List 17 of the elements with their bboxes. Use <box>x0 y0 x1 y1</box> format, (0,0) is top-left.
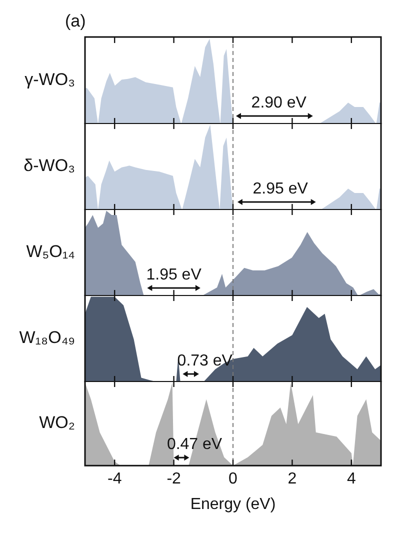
x-tick-label: 0 <box>228 470 238 488</box>
y-axis-title: W₅O₁₄ <box>26 242 76 262</box>
y-axis-title: WO₂ <box>39 412 75 432</box>
x-tick-label: -2 <box>166 470 182 488</box>
y-axis-title: δ-WO₃ <box>24 156 75 176</box>
x-axis-title: Energy (eV) <box>190 496 276 513</box>
y-axis-title: γ-WO₃ <box>24 70 75 90</box>
chart-title: (a) <box>65 12 86 31</box>
annotation: 2.90 eV <box>251 94 307 112</box>
annotation: 2.95 eV <box>252 180 308 198</box>
x-tick-label: 2 <box>288 470 297 488</box>
y-axis-title: W₁₈O₄₉ <box>19 328 75 348</box>
annotation: 0.73 eV <box>177 352 233 370</box>
x-tick-label: 4 <box>346 470 356 488</box>
x-tick-label: -4 <box>107 470 122 488</box>
annotation: 1.95 eV <box>146 266 202 284</box>
annotation: 0.47 eV <box>166 436 222 454</box>
